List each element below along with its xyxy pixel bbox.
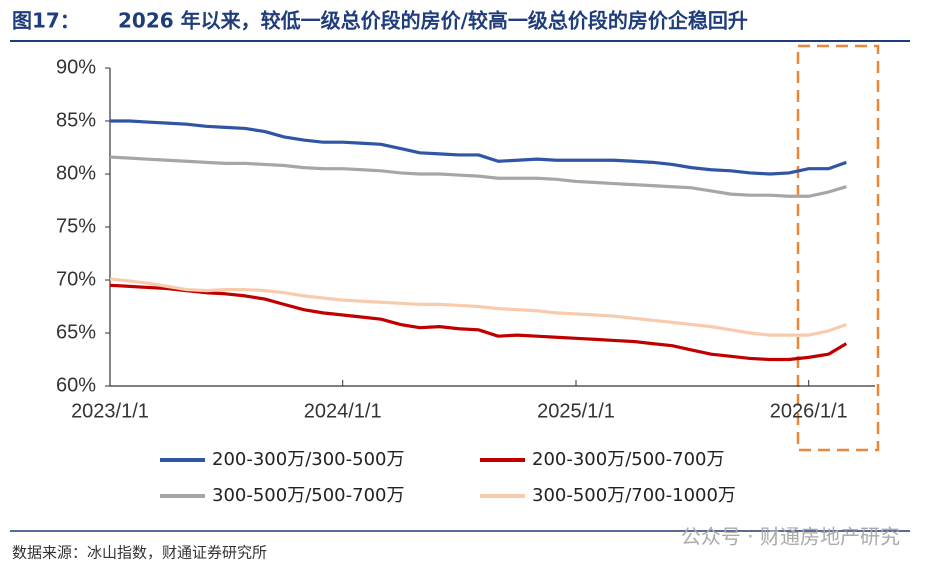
y-tick-label: 70% [56,268,96,290]
legend-label: 300-500万/500-700万 [212,485,404,506]
figure-label: 图17： [12,9,80,33]
highlight-box [796,44,880,452]
y-tick-label: 60% [56,374,96,396]
y-tick-label: 75% [56,215,96,237]
y-tick-label: 65% [56,321,96,343]
y-tick-label: 90% [56,56,96,78]
series-line [109,155,847,198]
x-tick-label: 2024/1/1 [304,400,382,422]
series-line [110,119,847,176]
legend-label: 200-300万/500-700万 [532,449,724,470]
legend-label: 200-300万/300-500万 [212,449,404,470]
series-line [109,277,847,337]
y-tick-label: 85% [56,109,96,131]
legend-label: 300-500万/700-1000万 [532,485,736,506]
y-tick-label: 80% [56,162,96,184]
chart-title: 2026 年以来，较低一级总价段的房价/较高一级总价段的房价企稳回升 [118,9,748,33]
x-tick-label: 2023/1/1 [71,400,149,422]
source: 数据来源：冰山指数，财通证券研究所 [12,544,267,562]
x-tick-label: 2025/1/1 [537,400,615,422]
x-tick-label: 2026/1/1 [770,400,848,422]
watermark: 公众号 · 财通房地产研究 [681,525,900,549]
series-line [109,283,848,362]
